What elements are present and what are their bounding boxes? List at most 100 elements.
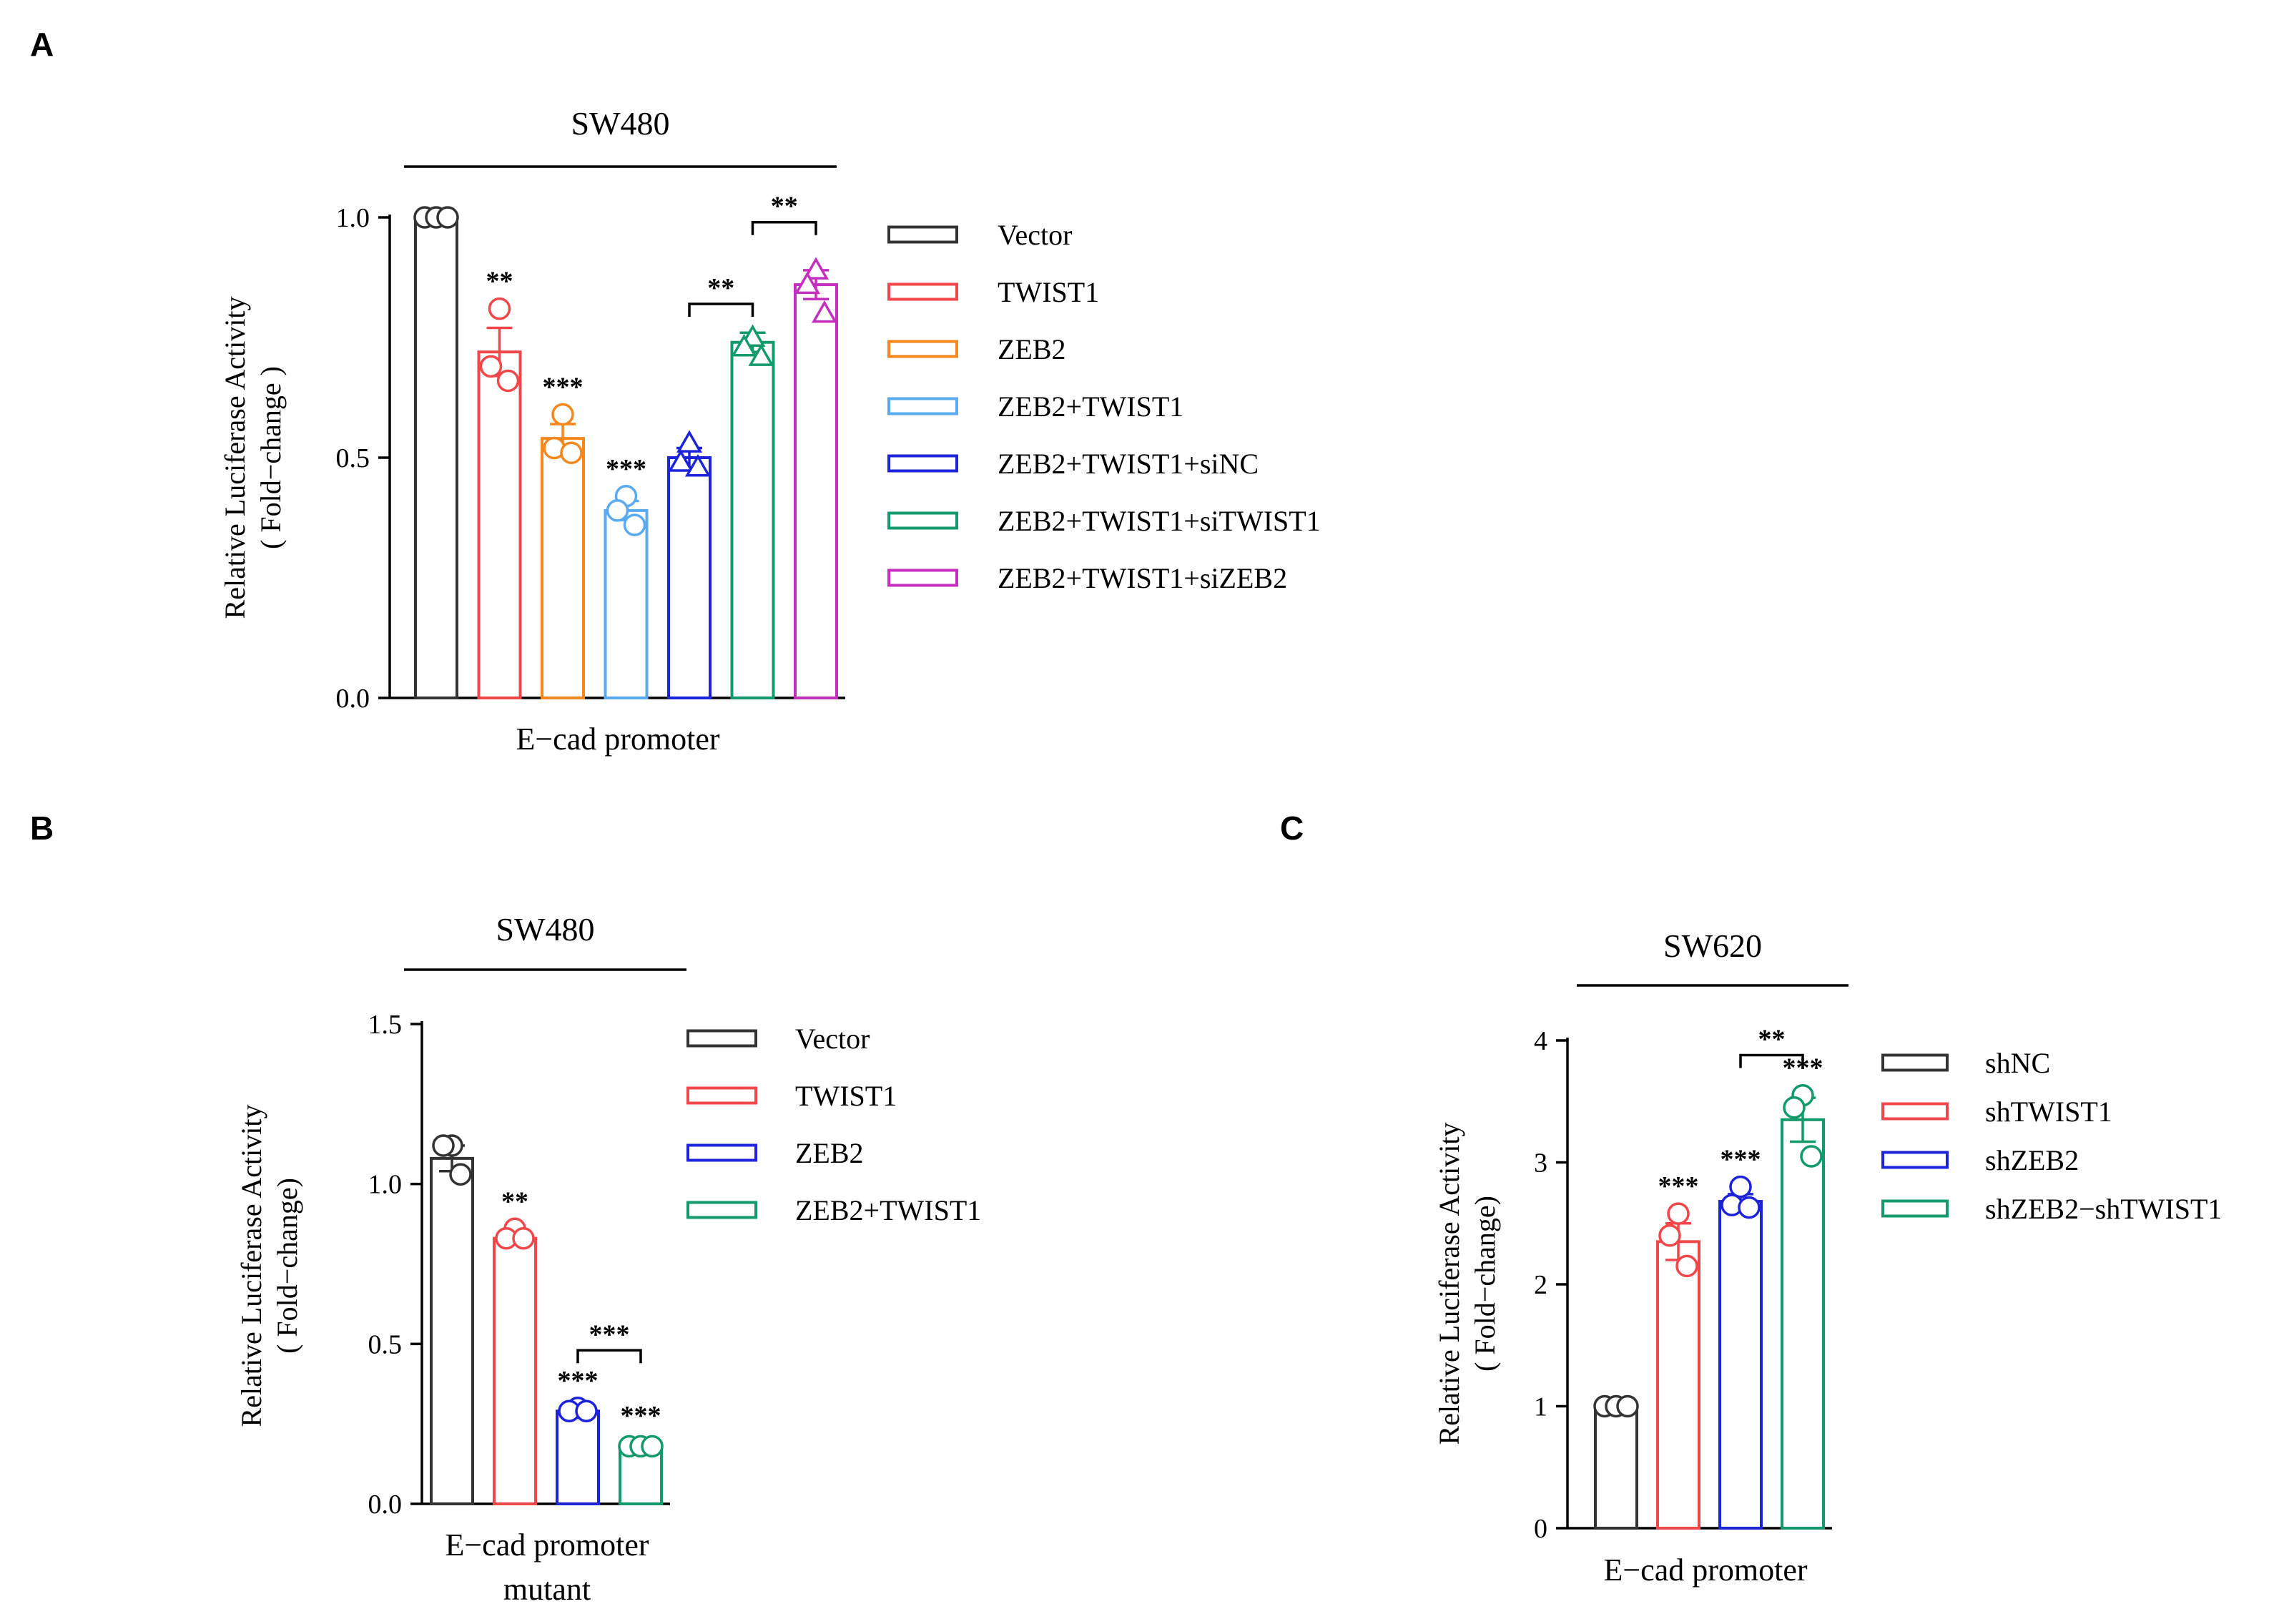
significance-stars: *** bbox=[606, 454, 646, 484]
y-tick-label: 1.5 bbox=[368, 1010, 403, 1040]
x-axis-category-label: E−cad promoter bbox=[1603, 1552, 1807, 1588]
significance-stars: *** bbox=[621, 1401, 661, 1431]
bar-ZEB2 bbox=[541, 437, 585, 699]
legend-swatch bbox=[686, 1086, 757, 1105]
significance-stars: ** bbox=[486, 267, 513, 297]
y-tick-label: 0.5 bbox=[368, 1329, 403, 1359]
data-point-circle bbox=[436, 206, 459, 229]
legend-swatch bbox=[887, 569, 958, 587]
legend-swatch bbox=[887, 454, 958, 473]
significance-stars: *** bbox=[558, 1366, 599, 1396]
data-point-circle bbox=[1667, 1202, 1690, 1225]
data-point-triangle bbox=[731, 333, 757, 357]
data-point-circle bbox=[512, 1226, 535, 1250]
bar-shZEB2 bbox=[1718, 1200, 1763, 1530]
bar-Vector bbox=[430, 1156, 474, 1505]
data-point-circle bbox=[432, 1134, 455, 1157]
legend-label: shZEB2−shTWIST1 bbox=[1985, 1193, 2222, 1225]
y-axis-label: ( Fold−change ) bbox=[255, 366, 287, 549]
legend-label: ZEB2+TWIST1+siTWIST1 bbox=[998, 505, 1321, 537]
y-tick-label: 3 bbox=[1534, 1148, 1547, 1178]
data-point-circle bbox=[1658, 1224, 1681, 1247]
data-point-circle bbox=[1783, 1096, 1806, 1119]
significance-bracket bbox=[751, 220, 817, 235]
bar-ZEB2+TWIST1+siZEB2 bbox=[794, 283, 838, 699]
legend-swatch bbox=[887, 511, 958, 530]
y-tick-label: 1.0 bbox=[368, 1170, 403, 1200]
legend-label: ZEB2+TWIST1 bbox=[795, 1194, 981, 1226]
data-point-triangle bbox=[811, 300, 838, 323]
data-point-triangle bbox=[667, 449, 694, 472]
legend-swatch bbox=[887, 340, 958, 358]
bracket-stars: ** bbox=[771, 192, 798, 222]
bracket-stars: ** bbox=[1758, 1024, 1786, 1054]
x-axis-category-label: E−cad promoter bbox=[516, 722, 719, 757]
bracket-stars: ** bbox=[707, 273, 734, 303]
y-axis-label: Relative Luciferase Activity bbox=[1433, 1123, 1465, 1445]
legend-label: ZEB2 bbox=[998, 333, 1066, 365]
legend-swatch bbox=[1881, 1053, 1949, 1072]
legend-swatch bbox=[686, 1029, 757, 1048]
data-point-circle bbox=[641, 1434, 664, 1458]
bar-shZEB2−shTWIST1 bbox=[1781, 1118, 1825, 1530]
panel-a-chart: SW480 0.0 0.5 1.0 Relative Luciferase Activi… bbox=[219, 105, 1321, 757]
y-axis-label: ( Fold−change) bbox=[1469, 1196, 1501, 1372]
legend-label: ZEB2+TWIST1+siNC bbox=[998, 448, 1259, 480]
data-point-triangle bbox=[802, 257, 830, 280]
data-point-circle bbox=[551, 403, 574, 426]
x-axis-category-label: E−cad promoter bbox=[445, 1527, 649, 1563]
data-point-circle bbox=[1729, 1175, 1752, 1199]
y-axis-label: ( Fold−change) bbox=[271, 1178, 303, 1354]
bar-shTWIST1 bbox=[1656, 1240, 1700, 1530]
legend-swatch bbox=[1881, 1102, 1949, 1121]
data-point-circle bbox=[606, 499, 629, 522]
bar-TWIST1 bbox=[493, 1236, 537, 1506]
data-point-circle bbox=[623, 513, 646, 536]
bar-TWIST1 bbox=[477, 350, 522, 699]
y-axis-label: Relative Luciferase Activity bbox=[219, 297, 251, 619]
legend-swatch bbox=[686, 1143, 757, 1162]
chart-title: SW480 bbox=[571, 105, 670, 142]
y-tick-label: 0.0 bbox=[368, 1490, 403, 1520]
data-point-circle bbox=[479, 355, 503, 378]
legend-label: shTWIST1 bbox=[1985, 1096, 2112, 1128]
data-point-circle bbox=[1738, 1196, 1761, 1219]
legend-label: TWIST1 bbox=[998, 276, 1099, 308]
bar-Vector bbox=[414, 216, 458, 699]
chart-title: SW480 bbox=[496, 911, 595, 948]
data-point-triangle bbox=[794, 271, 821, 295]
significance-stars: *** bbox=[1721, 1145, 1761, 1175]
bar-shNC bbox=[1594, 1404, 1638, 1530]
data-point-triangle bbox=[684, 453, 712, 477]
y-tick-label: 1 bbox=[1534, 1392, 1547, 1422]
significance-bracket bbox=[688, 302, 754, 317]
y-tick-label: 0.5 bbox=[336, 443, 370, 473]
bar-ZEB2+TWIST1+siTWIST1 bbox=[730, 340, 775, 699]
y-tick-label: 1.0 bbox=[336, 203, 370, 233]
bracket-stars: *** bbox=[589, 1319, 630, 1349]
legend-swatch bbox=[686, 1201, 757, 1219]
legend-swatch bbox=[1881, 1199, 1949, 1218]
data-point-triangle bbox=[676, 430, 703, 453]
chart-title: SW620 bbox=[1663, 927, 1762, 964]
legend-label: ZEB2+TWIST1+siZEB2 bbox=[998, 562, 1287, 594]
data-point-circle bbox=[1675, 1254, 1698, 1278]
data-point-circle bbox=[575, 1399, 598, 1423]
panel-c-chart: SW620 0 1 2 3 4 Relative Luciferase Activity( … bbox=[1433, 927, 2222, 1588]
legend-swatch bbox=[887, 225, 958, 244]
significance-stars: *** bbox=[1658, 1171, 1699, 1201]
bar-ZEB2+TWIST1+siNC bbox=[667, 456, 712, 699]
x-axis-category-label: mutant bbox=[503, 1572, 591, 1607]
y-tick-label: 0 bbox=[1534, 1514, 1547, 1544]
data-point-circle bbox=[449, 1163, 472, 1186]
y-axis-label: Relative Luciferase Activity bbox=[235, 1105, 267, 1427]
bar-ZEB2+TWIST1 bbox=[604, 508, 649, 699]
panel-letter-c: C bbox=[1280, 809, 1304, 847]
significance-stars: *** bbox=[543, 373, 584, 403]
panel-b-chart: SW480 0.0 0.5 1.0 1.5 Relative Luciferase Act… bbox=[235, 911, 981, 1607]
data-point-circle bbox=[1616, 1394, 1639, 1418]
significance-bracket bbox=[1739, 1053, 1804, 1068]
legend-label: ZEB2+TWIST1 bbox=[998, 390, 1183, 423]
significance-bracket bbox=[576, 1349, 642, 1364]
